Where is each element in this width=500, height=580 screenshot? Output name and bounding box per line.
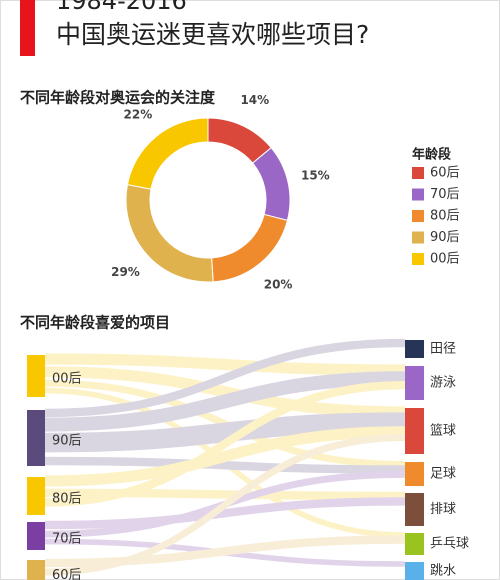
source-label: 60后 xyxy=(52,568,82,580)
flow xyxy=(44,387,406,538)
cut-title: 1984-2016 xyxy=(56,0,187,15)
accent-bar xyxy=(20,0,35,56)
source-label: 00后 xyxy=(52,372,82,387)
target-label: 篮球 xyxy=(430,424,456,439)
flow-title: 不同年龄段喜爱的项目 xyxy=(20,314,170,332)
flow xyxy=(44,497,406,530)
target-node xyxy=(405,533,424,555)
legend-title: 年龄段 xyxy=(412,147,451,163)
target-node xyxy=(405,462,424,486)
legend-label: 90后 xyxy=(430,230,460,245)
flow xyxy=(44,381,406,507)
legend-label: 60后 xyxy=(430,166,460,181)
target-node xyxy=(405,340,424,358)
flow xyxy=(44,535,406,568)
flow xyxy=(44,470,406,538)
flow xyxy=(44,379,406,468)
flow xyxy=(44,371,406,432)
target-label: 田径 xyxy=(430,342,456,357)
slice-label: 15% xyxy=(301,169,330,183)
target-label: 游泳 xyxy=(430,376,456,391)
source-node xyxy=(27,522,45,550)
source-node xyxy=(27,355,45,397)
flow xyxy=(44,456,406,474)
legend-swatch xyxy=(412,188,424,201)
slice-label: 20% xyxy=(264,277,293,291)
source-label: 70后 xyxy=(52,532,82,547)
legend-swatch xyxy=(412,231,424,244)
target-node xyxy=(405,493,424,526)
flow xyxy=(44,412,406,453)
source-node xyxy=(27,410,45,466)
legend-label: 80后 xyxy=(430,209,460,224)
title: 中国奥运迷更喜欢哪些项目? xyxy=(56,20,369,49)
slice-label: 22% xyxy=(124,108,153,122)
target-label: 跳水 xyxy=(430,564,456,579)
donut-slice xyxy=(126,117,209,190)
legend-swatch xyxy=(412,210,424,222)
slice-label: 29% xyxy=(111,265,140,279)
flow xyxy=(44,426,406,487)
legend-label: 00后 xyxy=(430,252,460,267)
source-node xyxy=(27,477,45,515)
legend-swatch xyxy=(412,167,424,179)
source-label: 80后 xyxy=(52,492,82,507)
target-label: 排球 xyxy=(430,502,456,517)
flow xyxy=(44,488,406,501)
legend-label: 70后 xyxy=(430,187,460,202)
flow xyxy=(44,338,406,418)
flow xyxy=(44,366,406,418)
flow xyxy=(44,434,406,576)
donut-title: 不同年龄段对奥运会的关注度 xyxy=(20,89,216,107)
source-label: 90后 xyxy=(52,434,82,449)
flow xyxy=(44,353,406,376)
target-label: 足球 xyxy=(430,467,456,482)
flows xyxy=(44,338,406,576)
target-node xyxy=(405,408,424,454)
slice-label: 14% xyxy=(240,93,269,107)
source-node xyxy=(27,560,45,580)
legend-swatch xyxy=(412,253,424,265)
target-node xyxy=(405,562,424,580)
target-node xyxy=(405,366,424,400)
target-label: 乒乓球 xyxy=(430,537,469,552)
flow xyxy=(44,538,406,567)
